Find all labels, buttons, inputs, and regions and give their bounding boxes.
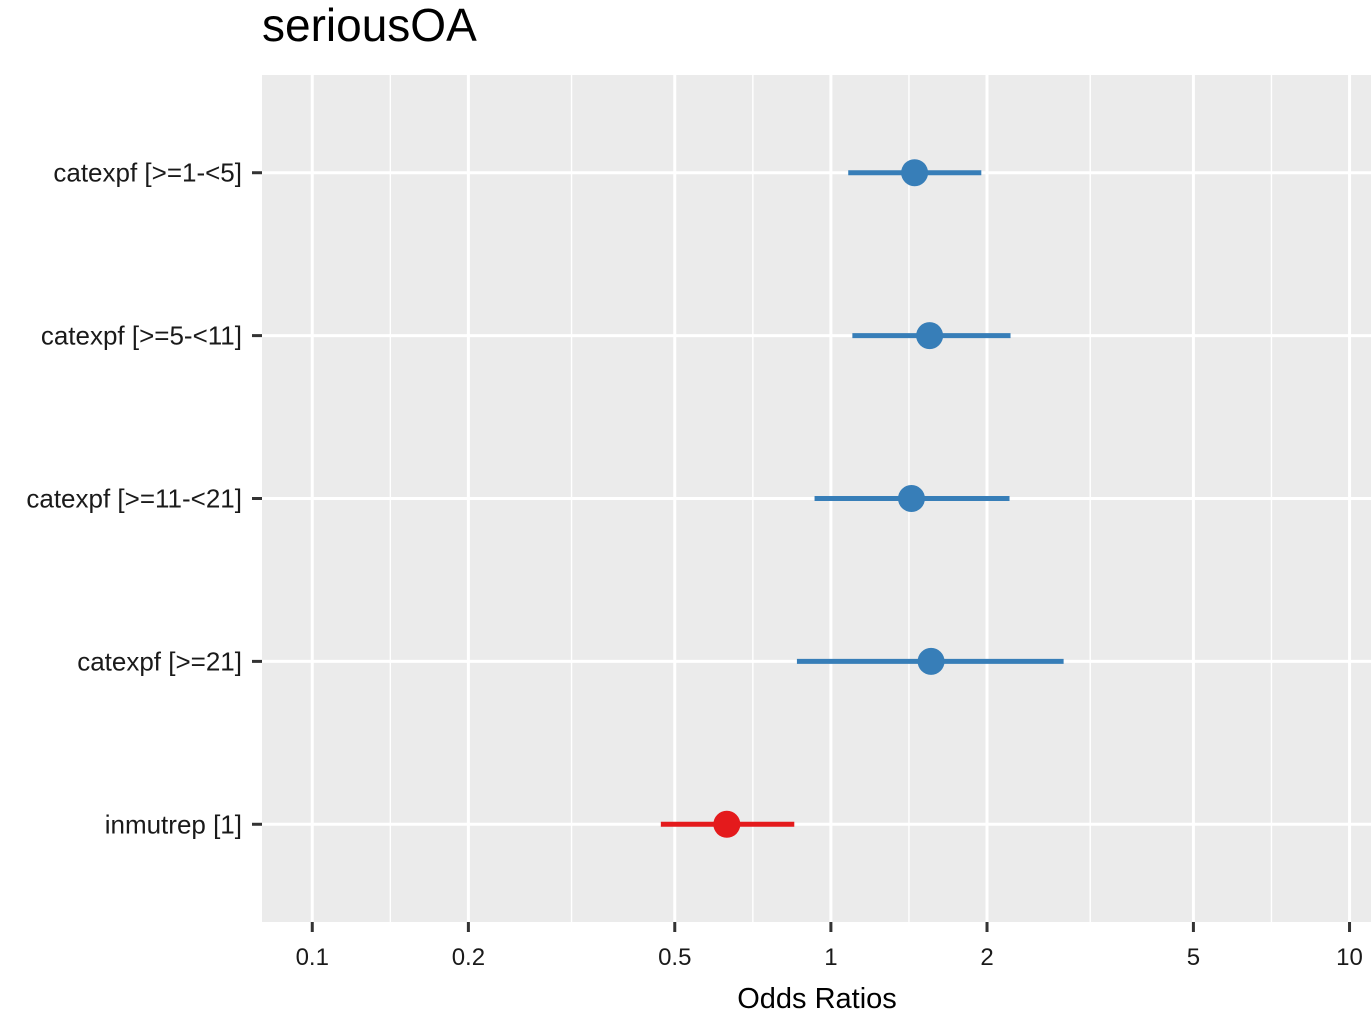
x-tick-label: 0.1 xyxy=(296,944,329,971)
x-tick-label: 0.2 xyxy=(452,944,485,971)
plot-marks xyxy=(660,159,1064,838)
x-tick-label: 10 xyxy=(1336,944,1363,971)
x-tick-label: 0.5 xyxy=(658,944,691,971)
y-tick-label: catexpf [>=5-<11] xyxy=(41,321,242,351)
estimate-point xyxy=(901,159,929,187)
x-axis-label: Odds Ratios xyxy=(737,983,897,1009)
x-axis: 0.1 0.2 0.5 1 2 5 10 xyxy=(296,922,1363,971)
y-axis: catexpf [>=1-<5] catexpf [>=5-<11] catexpf… xyxy=(26,158,262,839)
x-tick-label: 1 xyxy=(824,944,837,971)
estimate-point xyxy=(916,322,944,350)
estimate-point xyxy=(713,810,741,838)
y-tick-label: catexpf [>=21] xyxy=(77,646,242,676)
y-tick-label: catexpf [>=1-<5] xyxy=(53,158,242,188)
y-tick-label: inmutrep [1] xyxy=(105,809,242,839)
x-tick-label: 5 xyxy=(1187,944,1200,971)
estimate-point xyxy=(917,647,945,675)
chart-title: seriousOA xyxy=(262,0,477,51)
estimate-point xyxy=(897,485,925,512)
x-tick-label: 2 xyxy=(980,944,993,971)
y-tick-label: catexpf [>=11-<21] xyxy=(26,484,242,514)
